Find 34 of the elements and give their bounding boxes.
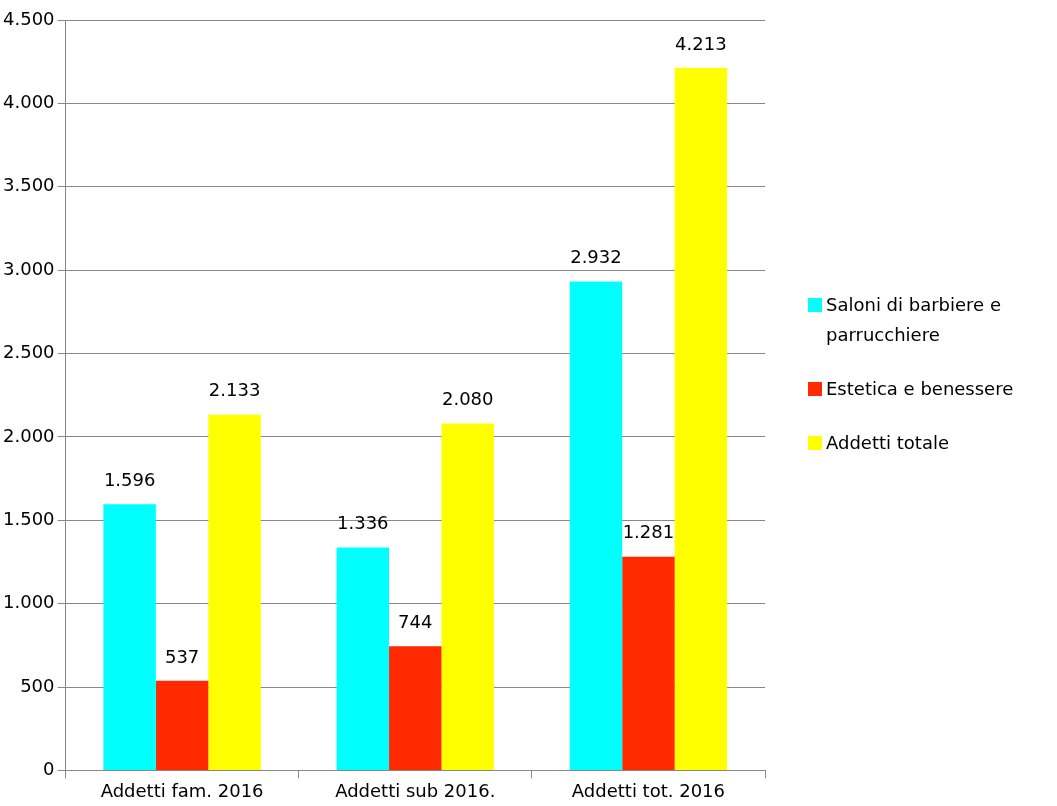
data-label: 744	[398, 611, 433, 633]
data-label: 537	[164, 645, 200, 667]
bar	[155, 680, 209, 770]
data-label: 1.281	[622, 521, 675, 543]
bar	[569, 281, 623, 770]
bar	[441, 423, 494, 770]
y-tick-label: 500	[20, 674, 55, 696]
legend-label: Saloni di barbiere e parrucchiere	[826, 293, 1002, 347]
bar	[622, 556, 675, 770]
legend-label: Addetti totale	[826, 431, 949, 455]
bar	[674, 67, 728, 770]
data-label: 1.596	[103, 468, 156, 490]
bar	[389, 646, 442, 770]
y-tick-label: 2.500	[3, 341, 55, 363]
y-tick-label: 4.500	[3, 7, 55, 29]
y-tick-label: 1.500	[3, 507, 55, 529]
legend-label: Estetica e benessere	[826, 377, 1014, 401]
data-label: 1.336	[337, 512, 389, 534]
y-tick-label: 3.500	[3, 174, 55, 196]
data-label: 4.213	[675, 32, 727, 54]
x-tick-label: Addetti fam. 2016	[100, 779, 264, 801]
y-tick-label: 2.000	[3, 424, 55, 446]
x-tick-label: Addetti sub 2016.	[335, 779, 496, 801]
x-tick-label: Addetti tot. 2016	[571, 779, 725, 801]
y-tick-label: 0	[43, 758, 55, 780]
bar	[208, 414, 261, 770]
y-tick-label: 4.000	[3, 91, 55, 113]
bar	[103, 504, 156, 770]
data-label: 2.133	[208, 379, 261, 401]
y-tick-label: 1.000	[3, 591, 55, 613]
y-tick-label: 3.000	[3, 257, 55, 279]
bar	[336, 547, 390, 770]
data-label: 2.932	[570, 246, 622, 268]
data-label: 2.080	[441, 388, 494, 410]
